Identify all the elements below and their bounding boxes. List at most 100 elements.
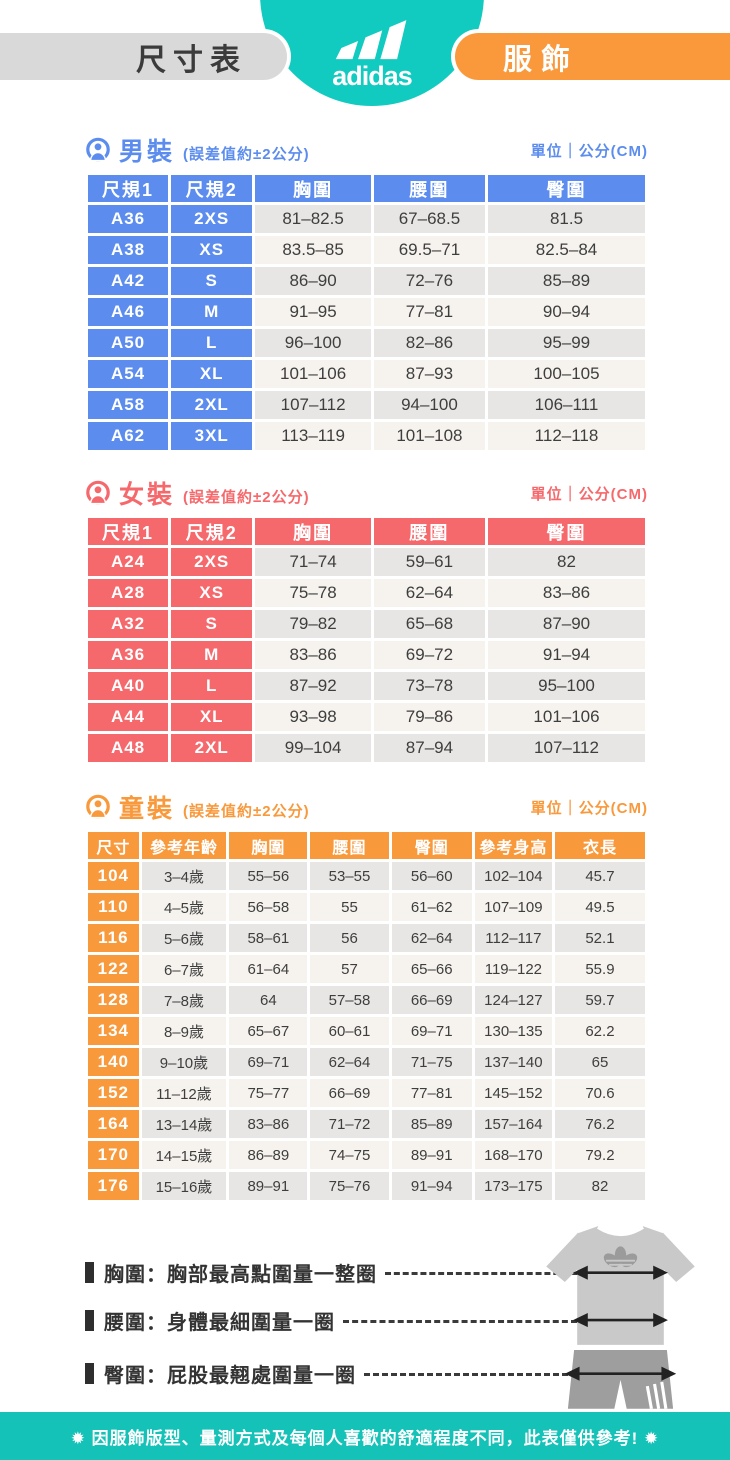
measure-cell: 173–175: [474, 1172, 552, 1200]
size-key-cell: XL: [171, 360, 253, 388]
measure-cell: 66–69: [310, 1079, 389, 1107]
kids-section-header: 童裝 (誤差值約±2公分) 單位｜公分(CM): [85, 791, 648, 823]
tolerance-note: (誤差值約±2公分): [183, 145, 310, 163]
size-row: A32 S 79–82 65–68 87–90: [88, 610, 645, 638]
measure-cell: 124–127: [474, 986, 552, 1014]
size-row: A62 3XL 113–119 101–108 112–118: [88, 422, 645, 450]
measure-cell: 73–78: [373, 672, 486, 700]
measure-cell: 112–118: [488, 422, 645, 450]
size-key-cell: 140: [88, 1048, 139, 1076]
table-header-row: 尺規1 尺規2 胸圍 腰圍 臀圍: [88, 518, 645, 545]
size-key-cell: A36: [88, 641, 169, 669]
measure-cell: 82–86: [373, 329, 486, 357]
measure-cell: 65–67: [229, 1017, 308, 1045]
measure-cell: 107–112: [255, 391, 371, 419]
measure-cell: 55: [310, 893, 389, 921]
size-key-cell: 2XL: [171, 734, 253, 762]
dashed-connector: [343, 1319, 577, 1323]
measure-cell: 75–78: [255, 579, 371, 607]
section-title: 女裝: [119, 481, 176, 509]
measure-cell: 83–86: [229, 1110, 308, 1138]
size-key-cell: L: [171, 672, 253, 700]
section-title: 童裝: [119, 795, 176, 823]
column-header: 尺規2: [171, 518, 253, 545]
size-key-cell: A28: [88, 579, 169, 607]
measure-cell: 6–7歲: [141, 955, 227, 983]
measure-cell: 59.7: [554, 986, 645, 1014]
footer-note-bar: ✹ 因服飾版型、量測方式及每個人喜歡的舒適程度不同，此表僅供參考! ✹: [0, 1412, 730, 1460]
measure-cell: 82: [554, 1172, 645, 1200]
measure-cell: 113–119: [255, 422, 371, 450]
measure-cell: 145–152: [474, 1079, 552, 1107]
measure-cell: 83.5–85: [255, 236, 371, 264]
size-key-cell: A24: [88, 548, 169, 576]
measure-cell: 77–81: [391, 1079, 472, 1107]
measure-cell: 69.5–71: [373, 236, 486, 264]
measure-cell: 69–72: [373, 641, 486, 669]
measure-cell: 53–55: [310, 862, 389, 890]
legend-label: 腰圍：身體最細圍量一圈: [104, 1311, 335, 1334]
measure-cell: 71–75: [391, 1048, 472, 1076]
size-row: A44 XL 93–98 79–86 101–106: [88, 703, 645, 731]
measure-cell: 62–64: [310, 1048, 389, 1076]
size-key-cell: 170: [88, 1141, 139, 1169]
section-title: 男裝: [119, 138, 176, 166]
size-row: A40 L 87–92 73–78 95–100: [88, 672, 645, 700]
measure-cell: 91–95: [255, 298, 371, 326]
size-key-cell: A58: [88, 391, 169, 419]
measure-cell: 91–94: [391, 1172, 472, 1200]
measure-cell: 83–86: [488, 579, 645, 607]
measure-cell: 65–66: [391, 955, 472, 983]
size-key-cell: 2XL: [171, 391, 253, 419]
measure-cell: 81.5: [488, 205, 645, 233]
adidas-logo-icon: [335, 20, 407, 60]
column-header: 腰圍: [373, 175, 486, 202]
measure-cell: 7–8歲: [141, 986, 227, 1014]
size-row: 170 14–15歲 86–89 74–75 89–91 168–170 79.2: [88, 1141, 645, 1169]
size-row: 104 3–4歲 55–56 53–55 56–60 102–104 45.7: [88, 862, 645, 890]
size-row: A50 L 96–100 82–86 95–99: [88, 329, 645, 357]
size-key-cell: XL: [171, 703, 253, 731]
measure-cell: 55.9: [554, 955, 645, 983]
womens-size-table: 尺規1 尺規2 胸圍 腰圍 臀圍 A24 2XS 71–74 59–61 82 A28 XS 75–78…: [85, 515, 648, 765]
measure-cell: 87–90: [488, 610, 645, 638]
column-header: 腰圍: [310, 832, 389, 859]
dashed-connector: [364, 1372, 577, 1376]
measure-cell: 79–86: [373, 703, 486, 731]
measure-cell: 57: [310, 955, 389, 983]
size-key-cell: A48: [88, 734, 169, 762]
table-header-row: 尺規1 尺規2 胸圍 腰圍 臀圍: [88, 175, 645, 202]
table-header-row: 尺寸 參考年齡 胸圍 腰圍 臀圍 參考身高 衣長: [88, 832, 645, 859]
size-key-cell: 164: [88, 1110, 139, 1138]
size-row: A42 S 86–90 72–76 85–89: [88, 267, 645, 295]
legend-label: 胸圍：胸部最高點圍量一整圈: [104, 1263, 377, 1286]
column-header: 胸圍: [255, 518, 371, 545]
column-header: 尺規1: [88, 518, 169, 545]
column-header: 腰圍: [373, 518, 486, 545]
size-key-cell: A42: [88, 267, 169, 295]
size-row: A28 XS 75–78 62–64 83–86: [88, 579, 645, 607]
measure-cell: 5–6歲: [141, 924, 227, 952]
measure-cell: 66–69: [391, 986, 472, 1014]
legend-label: 臀圍：屁股最翹處圍量一圈: [104, 1364, 356, 1387]
size-key-cell: A46: [88, 298, 169, 326]
adidas-wordmark: adidas: [332, 61, 413, 91]
measure-cell: 58–61: [229, 924, 308, 952]
size-row: 152 11–12歲 75–77 66–69 77–81 145–152 70.6: [88, 1079, 645, 1107]
measure-cell: 62–64: [391, 924, 472, 952]
measure-cell: 77–81: [373, 298, 486, 326]
column-header: 尺規1: [88, 175, 169, 202]
size-key-cell: A44: [88, 703, 169, 731]
measure-cell: 137–140: [474, 1048, 552, 1076]
size-key-cell: A32: [88, 610, 169, 638]
size-row: 122 6–7歲 61–64 57 65–66 119–122 55.9: [88, 955, 645, 983]
size-row: A38 XS 83.5–85 69.5–71 82.5–84: [88, 236, 645, 264]
size-row: A46 M 91–95 77–81 90–94: [88, 298, 645, 326]
size-key-cell: XS: [171, 579, 253, 607]
measure-cell: 67–68.5: [373, 205, 486, 233]
column-header: 胸圍: [229, 832, 308, 859]
measure-cell: 85–89: [488, 267, 645, 295]
measure-cell: 79–82: [255, 610, 371, 638]
measure-cell: 45.7: [554, 862, 645, 890]
measure-cell: 76.2: [554, 1110, 645, 1138]
